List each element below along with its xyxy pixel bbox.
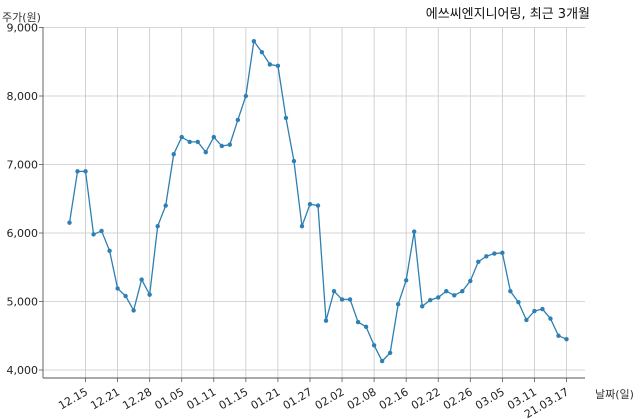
price-point — [548, 316, 553, 321]
price-point — [315, 203, 321, 208]
price-point — [155, 223, 160, 229]
price-point — [163, 203, 168, 208]
price-point — [251, 39, 257, 44]
price-point — [275, 63, 281, 69]
price-point — [235, 117, 241, 123]
price-point — [195, 139, 200, 145]
y-tick-label: 8,000 — [7, 90, 39, 103]
price-point — [299, 223, 305, 229]
price-point — [395, 302, 401, 307]
price-point — [508, 289, 513, 294]
price-point — [267, 62, 273, 67]
price-point — [420, 304, 425, 309]
price-point — [540, 306, 545, 312]
y-tick-label: 6,000 — [7, 227, 39, 240]
price-point — [411, 229, 417, 234]
price-point — [532, 308, 537, 314]
x-tick-label: 02.02 — [313, 385, 347, 412]
x-tick-label: 02.22 — [409, 385, 443, 412]
price-line — [68, 39, 567, 363]
price-point — [323, 318, 329, 323]
price-point — [307, 202, 313, 207]
x-tick-label: 12.15 — [56, 385, 90, 412]
price-point — [492, 251, 497, 256]
price-point — [243, 93, 249, 99]
price-point — [83, 169, 88, 174]
price-point — [452, 293, 457, 298]
price-point — [227, 142, 233, 147]
price-point — [139, 277, 144, 282]
x-axis-label: 날짜(일) — [595, 387, 634, 401]
price-point — [436, 295, 441, 300]
price-point — [564, 336, 569, 342]
x-tick-label: 03.05 — [473, 385, 507, 412]
price-point — [211, 134, 216, 140]
price-point — [123, 293, 128, 299]
price-point — [403, 278, 409, 283]
price-point — [75, 169, 80, 174]
price-point — [363, 324, 369, 330]
price-point — [219, 143, 225, 149]
x-tick-label: 02.26 — [441, 385, 475, 412]
price-point — [99, 228, 104, 234]
price-series — [67, 39, 569, 364]
price-point — [291, 158, 297, 164]
price-point — [428, 297, 433, 303]
y-tick-label: 5,000 — [7, 296, 39, 309]
price-point — [179, 134, 184, 140]
price-point — [387, 350, 393, 356]
price-point — [67, 220, 72, 225]
price-point — [371, 343, 377, 348]
price-point — [556, 333, 561, 338]
price-point — [131, 308, 136, 313]
price-point — [500, 250, 505, 256]
price-point — [339, 297, 345, 302]
y-tick-label: 9,000 — [7, 22, 39, 35]
price-point — [107, 248, 112, 254]
price-point — [171, 152, 176, 157]
y-tick-label: 4,000 — [7, 364, 39, 377]
price-point — [355, 319, 361, 325]
price-point — [460, 289, 465, 294]
price-point — [91, 232, 96, 237]
axes — [39, 27, 585, 382]
price-point — [347, 297, 353, 302]
price-point — [516, 299, 521, 305]
price-point — [331, 289, 337, 294]
price-point — [283, 115, 289, 121]
chart-title: 에쓰씨엔지니어링, 최근 3개월 — [426, 7, 590, 22]
price-point — [259, 49, 265, 55]
price-point — [476, 259, 481, 264]
x-tick-labels: 12.1512.2112.2801.0501.1101.1501.2101.27… — [56, 385, 571, 419]
x-tick-label: 01.05 — [152, 385, 186, 412]
x-tick-label: 01.21 — [249, 385, 283, 412]
price-point — [115, 286, 120, 291]
price-point — [147, 292, 152, 297]
x-tick-label: 12.21 — [88, 385, 122, 412]
price-point — [524, 317, 529, 323]
y-tick-label: 7,000 — [7, 159, 39, 172]
grid-lines — [43, 27, 585, 378]
x-tick-label: 02.16 — [377, 385, 411, 412]
price-point — [379, 358, 385, 364]
y-tick-labels: 4,000 5,000 6,000 7,000 8,000 9,000 — [7, 22, 39, 378]
x-tick-label: 01.15 — [217, 385, 251, 412]
price-point — [468, 278, 473, 284]
price-point — [484, 254, 489, 259]
x-tick-label: 12.28 — [120, 385, 154, 412]
price-point — [203, 149, 208, 155]
price-point — [444, 289, 449, 294]
x-tick-label: 01.27 — [281, 385, 315, 412]
y-axis-label: 주가(원) — [2, 11, 41, 24]
x-tick-label: 01.11 — [185, 385, 219, 412]
x-tick-label: 02.08 — [345, 385, 379, 412]
price-point — [187, 139, 192, 145]
